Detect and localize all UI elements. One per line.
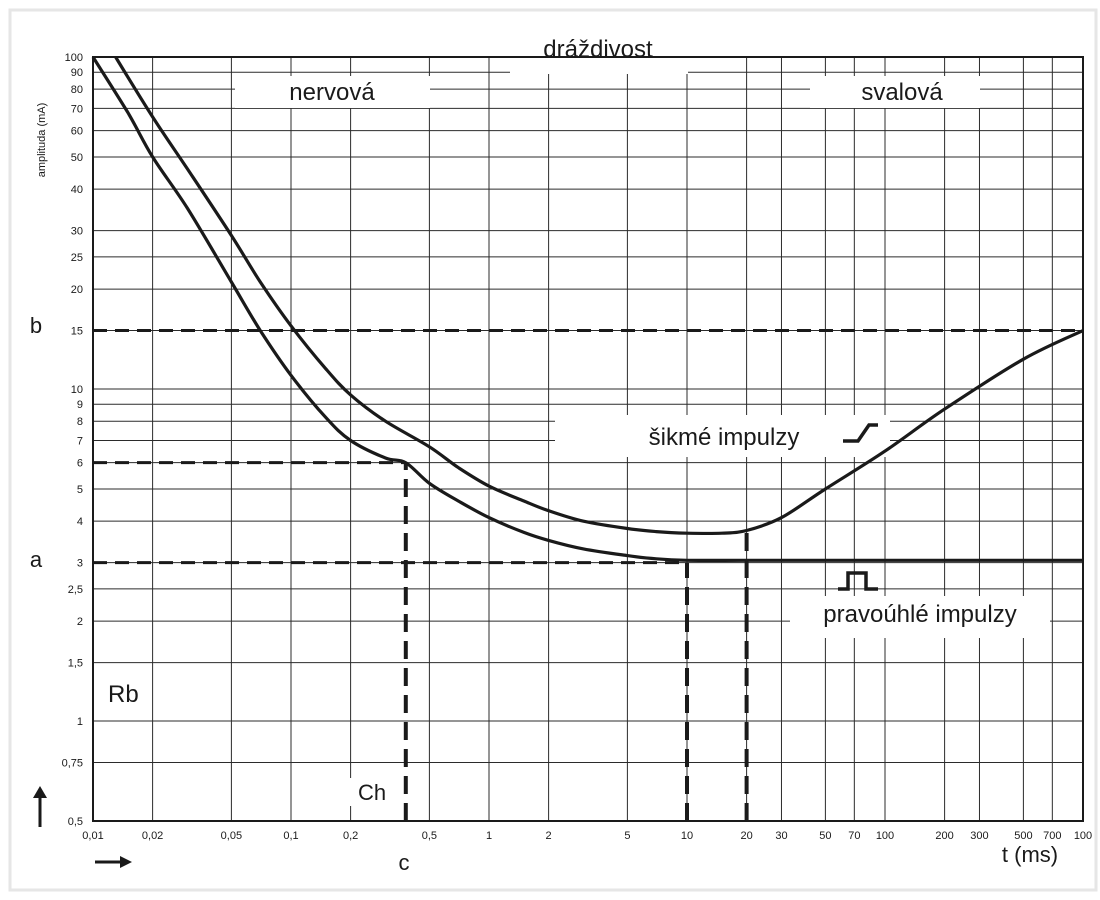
y-tick-label: 70 — [71, 103, 83, 115]
x-tick-label: 100 — [876, 830, 894, 842]
y-tick-label: 2,5 — [68, 584, 83, 596]
y-tick-label: 50 — [71, 152, 83, 164]
region-label-nervova: nervová — [289, 79, 375, 106]
x-tick-label: 10 — [681, 830, 693, 842]
label-boxes — [100, 24, 1050, 806]
series-label-pravouhle: pravoúhlé impulzy — [823, 601, 1016, 628]
x-tick-label: 0,2 — [343, 830, 358, 842]
plot-frame — [92, 56, 1084, 822]
ref-label-a: a — [30, 547, 43, 572]
x-tick-label: 20 — [740, 830, 752, 842]
x-tick-label: 30 — [775, 830, 787, 842]
label-box — [510, 24, 688, 74]
tick-labels: 0,01 0,02 0,05 0,1 0,2 0,5 1 2 5 10 20 30 50 70 100 200… — [62, 52, 1093, 842]
y-axis-label: amplituda (mA) — [36, 103, 48, 178]
x-tick-label: 0,02 — [142, 830, 163, 842]
y-tick-label: 8 — [77, 416, 83, 428]
x-tick-label: 700 — [1043, 830, 1061, 842]
x-tick-label: 200 — [935, 830, 953, 842]
outer-border — [8, 8, 1098, 892]
y-tick-label: 90 — [71, 67, 83, 79]
y-tick-label: 1 — [77, 716, 83, 728]
y-tick-label: 3 — [77, 558, 83, 570]
right-arrow-icon — [95, 856, 132, 868]
label-box — [235, 76, 430, 108]
label-box — [810, 76, 980, 108]
y-tick-label: 6 — [77, 458, 83, 470]
y-tick-label: 60 — [71, 126, 83, 138]
y-tick-label: 2 — [77, 616, 83, 628]
x-tick-label: 2 — [546, 830, 552, 842]
y-tick-label: 25 — [71, 252, 83, 264]
square-pulse-icon — [838, 571, 878, 591]
label-box — [100, 678, 148, 712]
x-tick-label: 300 — [970, 830, 988, 842]
series-line-pravouhle — [91, 56, 1083, 562]
y-tick-label: 7 — [77, 435, 83, 447]
x-tick-label: 5 — [624, 830, 630, 842]
ramp-pulse-icon — [843, 423, 878, 443]
x-tick-label: 1 — [486, 830, 492, 842]
up-arrow-icon — [33, 786, 47, 827]
ref-label-b: b — [30, 313, 42, 338]
y-tick-label: 9 — [77, 399, 83, 411]
y-tick-label: 4 — [77, 516, 83, 528]
rheobase-label: Rb — [108, 681, 139, 708]
x-tick-label: 0,1 — [283, 830, 298, 842]
y-tick-label: 80 — [71, 84, 83, 96]
y-tick-label: 30 — [71, 226, 83, 238]
chronaxie-label: Ch — [358, 780, 386, 805]
label-box — [350, 778, 406, 806]
chart-title: dráždivost — [543, 36, 653, 63]
label-box — [790, 596, 1050, 638]
y-tick-label: 10 — [71, 384, 83, 396]
y-tick-label: 0,5 — [68, 816, 83, 828]
x-tick-label: 0,05 — [221, 830, 242, 842]
x-tick-label: 100 — [1074, 830, 1092, 842]
region-label-svalova: svalová — [861, 79, 943, 106]
y-tick-label: 20 — [71, 284, 83, 296]
ref-label-c: c — [399, 850, 410, 875]
x-tick-label: 0,01 — [82, 830, 103, 842]
y-tick-label: 40 — [71, 184, 83, 196]
curves — [91, 56, 1084, 562]
y-tick-label: 5 — [77, 484, 83, 496]
y-tick-label: 1,5 — [68, 658, 83, 670]
y-tick-label: 0,75 — [62, 758, 83, 770]
reference-lines — [93, 329, 1083, 821]
x-tick-label: 50 — [819, 830, 831, 842]
x-tick-label: 0,5 — [422, 830, 437, 842]
y-tick-label: 100 — [65, 52, 83, 64]
label-box — [555, 415, 890, 457]
series-line-sikme — [114, 56, 1084, 536]
x-tick-label: 500 — [1014, 830, 1032, 842]
x-axis-label: t (ms) — [1002, 842, 1058, 867]
x-tick-label: 70 — [848, 830, 860, 842]
y-tick-label: 15 — [71, 326, 83, 338]
series-label-sikme: šikmé impulzy — [649, 424, 800, 451]
